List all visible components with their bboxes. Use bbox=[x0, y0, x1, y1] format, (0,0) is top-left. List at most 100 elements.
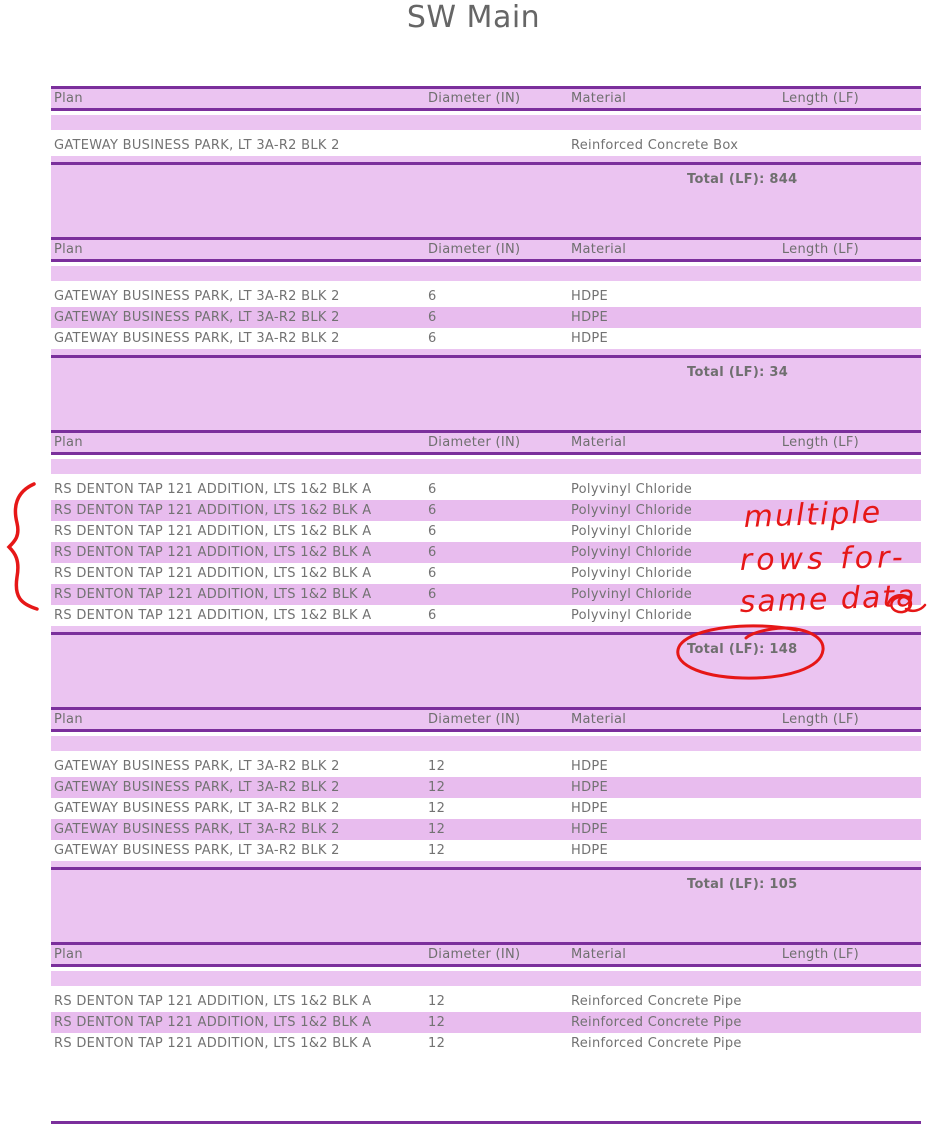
table-section: Plan Diameter (IN) Material Length (LF) … bbox=[51, 942, 921, 1054]
table-row: RS DENTON TAP 121 ADDITION, LTS 1&2 BLK … bbox=[51, 584, 921, 605]
table-row: RS DENTON TAP 121 ADDITION, LTS 1&2 BLK … bbox=[51, 479, 921, 500]
column-header-material: Material bbox=[571, 712, 627, 727]
cell-diameter: 6 bbox=[428, 608, 437, 623]
cell-material: Polyvinyl Chloride bbox=[571, 524, 693, 539]
cell-diameter: 6 bbox=[428, 310, 437, 325]
red-brace-annotation bbox=[6, 482, 39, 611]
column-header-plan: Plan bbox=[54, 947, 83, 962]
rows: GATEWAY BUSINESS PARK, LT 3A-R2 BLK 2 6 … bbox=[51, 286, 921, 349]
table-row: GATEWAY BUSINESS PARK, LT 3A-R2 BLK 2 6 … bbox=[51, 286, 921, 307]
total-text: Total (LF): 105 bbox=[687, 877, 798, 892]
footer-divider bbox=[51, 1121, 921, 1124]
cell-material: HDPE bbox=[571, 843, 609, 858]
table-row: GATEWAY BUSINESS PARK, LT 3A-R2 BLK 2 12… bbox=[51, 840, 921, 861]
cell-diameter: 6 bbox=[428, 289, 437, 304]
empty-row bbox=[51, 115, 921, 130]
cell-plan: GATEWAY BUSINESS PARK, LT 3A-R2 BLK 2 bbox=[54, 801, 340, 816]
rows: GATEWAY BUSINESS PARK, LT 3A-R2 BLK 2 12… bbox=[51, 756, 921, 861]
cell-plan: RS DENTON TAP 121 ADDITION, LTS 1&2 BLK … bbox=[54, 587, 372, 602]
table-row: RS DENTON TAP 121 ADDITION, LTS 1&2 BLK … bbox=[51, 1012, 921, 1033]
cell-plan: RS DENTON TAP 121 ADDITION, LTS 1&2 BLK … bbox=[54, 524, 372, 539]
table-section: Plan Diameter (IN) Material Length (LF) … bbox=[51, 707, 921, 942]
table-row: GATEWAY BUSINESS PARK, LT 3A-R2 BLK 2 12… bbox=[51, 819, 921, 840]
cell-diameter: 6 bbox=[428, 587, 437, 602]
report-tables: Plan Diameter (IN) Material Length (LF) … bbox=[51, 86, 921, 1054]
empty-row bbox=[51, 736, 921, 751]
table-section: Plan Diameter (IN) Material Length (LF) … bbox=[51, 86, 921, 237]
total-block: Total (LF): 844 bbox=[51, 162, 921, 237]
cell-material: Polyvinyl Chloride bbox=[571, 587, 693, 602]
cell-plan: RS DENTON TAP 121 ADDITION, LTS 1&2 BLK … bbox=[54, 503, 372, 518]
cell-plan: GATEWAY BUSINESS PARK, LT 3A-R2 BLK 2 bbox=[54, 843, 340, 858]
cell-diameter: 12 bbox=[428, 1015, 446, 1030]
column-header-diameter: Diameter (IN) bbox=[428, 947, 521, 962]
cell-material: Reinforced Concrete Pipe bbox=[571, 1036, 742, 1051]
section-strip bbox=[51, 861, 921, 867]
cell-diameter: 6 bbox=[428, 545, 437, 560]
cell-diameter: 12 bbox=[428, 822, 446, 837]
rows: RS DENTON TAP 121 ADDITION, LTS 1&2 BLK … bbox=[51, 991, 921, 1054]
cell-diameter: 12 bbox=[428, 759, 446, 774]
table-row: RS DENTON TAP 121 ADDITION, LTS 1&2 BLK … bbox=[51, 521, 921, 542]
total-block: Total (LF): 148 bbox=[51, 632, 921, 707]
cell-plan: RS DENTON TAP 121 ADDITION, LTS 1&2 BLK … bbox=[54, 545, 372, 560]
cell-plan: GATEWAY BUSINESS PARK, LT 3A-R2 BLK 2 bbox=[54, 822, 340, 837]
cell-diameter: 12 bbox=[428, 801, 446, 816]
cell-plan: GATEWAY BUSINESS PARK, LT 3A-R2 BLK 2 bbox=[54, 780, 340, 795]
cell-material: HDPE bbox=[571, 822, 609, 837]
section-strip bbox=[51, 349, 921, 355]
column-header-material: Material bbox=[571, 91, 627, 106]
cell-material: Polyvinyl Chloride bbox=[571, 482, 693, 497]
table-row: RS DENTON TAP 121 ADDITION, LTS 1&2 BLK … bbox=[51, 605, 921, 626]
table-row: RS DENTON TAP 121 ADDITION, LTS 1&2 BLK … bbox=[51, 991, 921, 1012]
total-text: Total (LF): 34 bbox=[687, 365, 789, 380]
column-header-material: Material bbox=[571, 947, 627, 962]
table-row: RS DENTON TAP 121 ADDITION, LTS 1&2 BLK … bbox=[51, 542, 921, 563]
cell-diameter: 6 bbox=[428, 482, 437, 497]
column-header-plan: Plan bbox=[54, 91, 83, 106]
table-row: GATEWAY BUSINESS PARK, LT 3A-R2 BLK 2 12… bbox=[51, 777, 921, 798]
cell-plan: GATEWAY BUSINESS PARK, LT 3A-R2 BLK 2 bbox=[54, 310, 340, 325]
cell-material: HDPE bbox=[571, 331, 609, 346]
column-header-plan: Plan bbox=[54, 435, 83, 450]
column-header-diameter: Diameter (IN) bbox=[428, 242, 521, 257]
cell-plan: RS DENTON TAP 121 ADDITION, LTS 1&2 BLK … bbox=[54, 566, 372, 581]
cell-material: HDPE bbox=[571, 289, 609, 304]
cell-plan: GATEWAY BUSINESS PARK, LT 3A-R2 BLK 2 bbox=[54, 138, 340, 153]
column-header-length: Length (LF) bbox=[781, 242, 859, 257]
cell-plan: GATEWAY BUSINESS PARK, LT 3A-R2 BLK 2 bbox=[54, 331, 340, 346]
total-block: Total (LF): 34 bbox=[51, 355, 921, 430]
table-row: RS DENTON TAP 121 ADDITION, LTS 1&2 BLK … bbox=[51, 563, 921, 584]
cell-diameter: 12 bbox=[428, 780, 446, 795]
cell-diameter: 6 bbox=[428, 331, 437, 346]
column-header-length: Length (LF) bbox=[781, 947, 859, 962]
table-row: GATEWAY BUSINESS PARK, LT 3A-R2 BLK 2 6 … bbox=[51, 328, 921, 349]
cell-diameter: 12 bbox=[428, 1036, 446, 1051]
column-header-plan: Plan bbox=[54, 242, 83, 257]
rows: RS DENTON TAP 121 ADDITION, LTS 1&2 BLK … bbox=[51, 479, 921, 626]
column-header-length: Length (LF) bbox=[781, 435, 859, 450]
section-strip bbox=[51, 156, 921, 162]
table-header-row: Plan Diameter (IN) Material Length (LF) bbox=[51, 942, 921, 967]
cell-diameter: 12 bbox=[428, 843, 446, 858]
table-header-row: Plan Diameter (IN) Material Length (LF) bbox=[51, 430, 921, 455]
table-row: RS DENTON TAP 121 ADDITION, LTS 1&2 BLK … bbox=[51, 1033, 921, 1054]
cell-diameter: 6 bbox=[428, 566, 437, 581]
table-row: GATEWAY BUSINESS PARK, LT 3A-R2 BLK 2 12… bbox=[51, 756, 921, 777]
table-section: Plan Diameter (IN) Material Length (LF) … bbox=[51, 237, 921, 430]
page-title: SW Main bbox=[406, 0, 541, 35]
column-header-diameter: Diameter (IN) bbox=[428, 712, 521, 727]
empty-row bbox=[51, 971, 921, 986]
empty-row bbox=[51, 459, 921, 474]
table-row: RS DENTON TAP 121 ADDITION, LTS 1&2 BLK … bbox=[51, 500, 921, 521]
cell-plan: RS DENTON TAP 121 ADDITION, LTS 1&2 BLK … bbox=[54, 608, 372, 623]
column-header-material: Material bbox=[571, 435, 627, 450]
empty-row bbox=[51, 266, 921, 281]
cell-plan: RS DENTON TAP 121 ADDITION, LTS 1&2 BLK … bbox=[54, 994, 372, 1009]
cell-diameter: 6 bbox=[428, 503, 437, 518]
total-text: Total (LF): 148 bbox=[687, 642, 798, 657]
rows: GATEWAY BUSINESS PARK, LT 3A-R2 BLK 2 Re… bbox=[51, 135, 921, 156]
cell-material: HDPE bbox=[571, 759, 609, 774]
column-header-diameter: Diameter (IN) bbox=[428, 435, 521, 450]
